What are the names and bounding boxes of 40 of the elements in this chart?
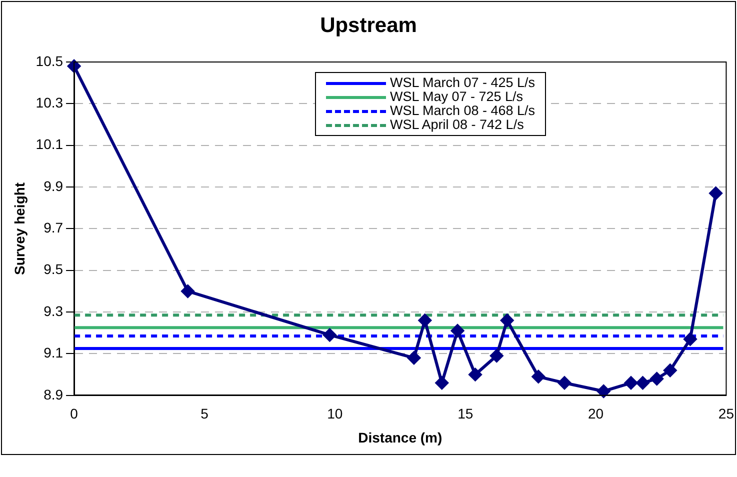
point (558, 376, 571, 390)
x-tick-label: 0 (70, 406, 78, 422)
y-tick-label: 10.1 (36, 136, 64, 152)
point (597, 384, 610, 398)
legend-label: WSL March 07 - 425 L/s (390, 75, 536, 90)
y-tick-label: 8.9 (44, 386, 64, 402)
point (468, 368, 482, 382)
point (684, 332, 697, 346)
x-axis-title: Distance (m) (358, 429, 442, 446)
point (500, 314, 514, 327)
point (664, 364, 677, 377)
x-tick-label: 20 (588, 406, 604, 422)
legend-label: WSL March 08 - 468 L/s (390, 103, 536, 118)
y-axis-title: Survey height (11, 182, 28, 275)
legend-label: WSL May 07 - 725 L/s (390, 89, 524, 104)
point (323, 328, 336, 342)
legend-label: WSL April 08 - 742 L/s (390, 117, 524, 132)
point (709, 186, 722, 200)
point (490, 349, 504, 362)
y-tick-label: 10.5 (36, 52, 64, 69)
y-tick-label: 9.7 (44, 220, 64, 236)
point (435, 376, 448, 390)
x-tick-label: 5 (200, 406, 209, 422)
x-tick-label: 10 (327, 406, 343, 422)
point (532, 370, 545, 384)
y-tick-label: 9.1 (44, 344, 64, 361)
point (650, 372, 664, 386)
point (451, 324, 464, 338)
chart-title: Upstream (319, 14, 418, 38)
point (418, 314, 432, 327)
point (636, 376, 650, 390)
point (407, 351, 420, 364)
y-tick-label: 9.3 (44, 302, 64, 319)
y-tick-label: 9.9 (44, 178, 64, 194)
x-tick-label: 25 (718, 406, 734, 422)
y-tick-label: 10.3 (36, 94, 64, 111)
point (181, 284, 194, 298)
point (624, 376, 638, 390)
x-tick-label: 15 (458, 406, 474, 422)
y-tick-label: 9.5 (44, 261, 64, 278)
